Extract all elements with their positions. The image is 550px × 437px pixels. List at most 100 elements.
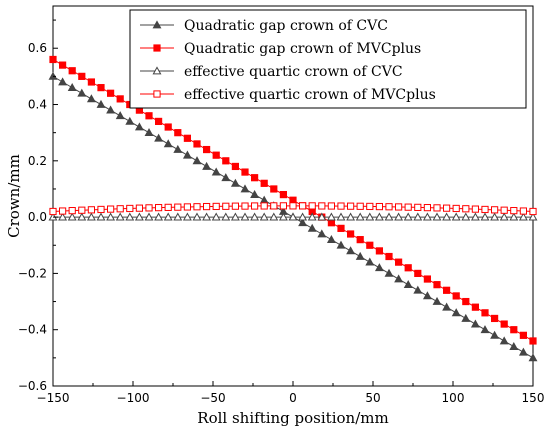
data-point [125, 212, 135, 221]
data-point [203, 145, 211, 154]
data-point [230, 212, 240, 221]
legend-label-3: effective quartic crown of CVC [184, 64, 403, 80]
data-point [423, 275, 431, 283]
data-point [77, 88, 87, 97]
data-point [519, 207, 527, 215]
data-point [125, 116, 135, 125]
data-point [182, 212, 192, 221]
legend-marker [152, 20, 162, 29]
data-point [395, 203, 403, 211]
data-point [202, 212, 212, 221]
data-point [86, 212, 96, 221]
data-point [298, 218, 308, 227]
data-point [174, 129, 182, 137]
data-point [183, 203, 192, 211]
data-point [327, 202, 335, 210]
data-point [144, 212, 154, 221]
x-axis-title: Roll shifting position/mm [197, 409, 388, 427]
data-point [259, 195, 269, 204]
x-tick-label: 100 [442, 391, 465, 405]
data-point [366, 202, 374, 211]
data-point [59, 61, 67, 69]
y-tick-label: 0.6 [28, 41, 47, 55]
data-point [193, 203, 201, 211]
data-point [67, 212, 77, 221]
data-point [452, 204, 460, 213]
x-tick-label: 50 [365, 391, 380, 405]
data-point [529, 337, 537, 345]
legend-box [129, 9, 527, 109]
data-point [490, 330, 500, 339]
data-point [385, 203, 393, 211]
data-point [163, 139, 173, 148]
data-point [355, 212, 365, 221]
data-point [518, 212, 528, 221]
data-point [231, 202, 240, 210]
x-tick-label: −50 [200, 391, 225, 405]
data-point [241, 202, 249, 210]
data-point [135, 204, 144, 212]
data-point [394, 274, 404, 283]
data-point [490, 212, 500, 221]
data-point [145, 204, 153, 212]
series-1 [48, 71, 538, 362]
data-point [308, 202, 316, 210]
data-point [480, 212, 490, 221]
data-point [87, 206, 96, 214]
data-point [58, 212, 68, 221]
x-tick-label: 0 [289, 391, 297, 405]
data-point [49, 55, 57, 64]
data-point [212, 151, 220, 159]
data-point [327, 219, 335, 227]
series-4 [49, 202, 537, 216]
data-point [115, 111, 125, 120]
data-point [356, 236, 364, 244]
data-point [470, 212, 480, 221]
legend: Quadratic gap crown of CVC Quadratic gap… [129, 9, 527, 109]
data-point [461, 212, 471, 221]
data-point [432, 296, 442, 305]
data-point [251, 174, 259, 182]
data-point [346, 212, 356, 221]
data-point [442, 212, 452, 221]
data-point [480, 325, 490, 334]
data-point [375, 247, 383, 255]
y-tick-label: −0.4 [18, 323, 47, 337]
data-point [260, 202, 268, 210]
data-point [374, 263, 384, 272]
data-point [307, 223, 317, 232]
data-point [107, 205, 115, 213]
data-point [432, 212, 442, 221]
data-point [528, 212, 538, 221]
data-point [192, 156, 202, 165]
data-point [404, 203, 412, 211]
data-point [87, 78, 96, 86]
data-point [414, 203, 422, 211]
data-point [470, 319, 480, 328]
data-point [317, 212, 327, 221]
data-point [375, 202, 383, 211]
data-point [443, 204, 451, 212]
data-point [347, 230, 355, 238]
data-point [385, 252, 393, 261]
data-point [270, 202, 278, 210]
data-point [404, 264, 412, 272]
data-point [347, 202, 355, 210]
data-point [307, 212, 317, 221]
data-point [451, 308, 461, 317]
data-point [451, 212, 461, 221]
data-point [414, 269, 422, 278]
data-point [126, 204, 134, 213]
x-tick-label: −100 [117, 391, 150, 405]
data-point [395, 258, 403, 266]
data-point [182, 150, 192, 159]
data-point [230, 178, 240, 187]
data-point [231, 162, 240, 171]
data-point [491, 206, 499, 214]
data-point [144, 128, 154, 137]
data-point [499, 336, 509, 345]
data-point [433, 204, 441, 212]
data-point [518, 347, 528, 356]
data-point [116, 205, 124, 213]
data-point [481, 205, 489, 214]
